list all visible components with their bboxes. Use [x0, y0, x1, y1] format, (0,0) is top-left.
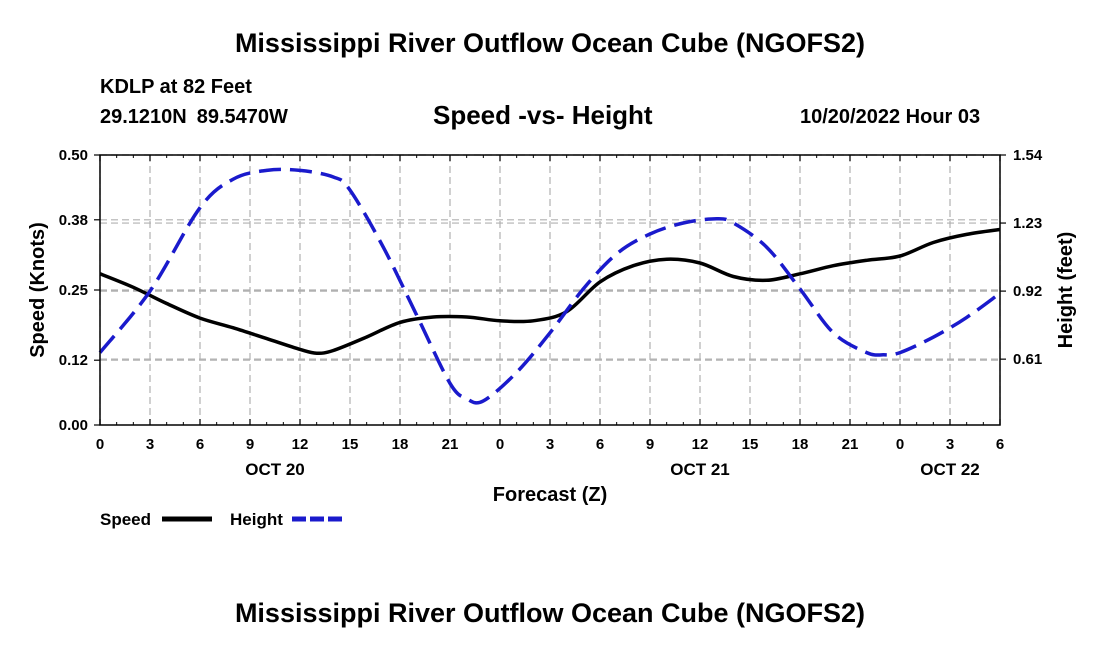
x-tick-label: 6: [596, 436, 604, 453]
legend-speed-label: Speed: [100, 510, 151, 529]
x-axis-label: Forecast (Z): [493, 484, 607, 506]
legend-height-label: Height: [230, 510, 283, 529]
y-tick-label-right: 0.61: [1013, 351, 1042, 368]
footer-title: Mississippi River Outflow Ocean Cube (NG…: [234, 598, 866, 628]
y-tick-label-left: 0.38: [59, 212, 88, 229]
latitude-label: 29.1210N: [100, 106, 187, 128]
chart-main-title: Mississippi River Outflow Ocean Cube (NG…: [234, 28, 866, 58]
y-tick-label-left: 0.25: [59, 282, 88, 299]
x-tick-label: 9: [646, 436, 654, 453]
y-axis-label-left: Speed (Knots): [27, 222, 49, 358]
x-tick-label: 12: [292, 436, 309, 453]
x-tick-label: 6: [196, 436, 204, 453]
x-tick-label: 0: [96, 436, 104, 453]
legend: Speed Height: [100, 510, 342, 529]
longitude-label: 89.5470W: [196, 106, 288, 128]
forecast-datetime: 10/20/2022 Hour 03: [800, 106, 981, 128]
x-tick-label: 0: [896, 436, 904, 453]
x-tick-label: 0: [496, 436, 504, 453]
y-tick-label-right: 1.54: [1013, 147, 1043, 164]
x-tick-label: 15: [742, 436, 759, 453]
chart-subtitle: Speed -vs- Height: [433, 100, 653, 130]
x-tick-label: 21: [842, 436, 859, 453]
x-tick-label: 21: [442, 436, 459, 453]
y-tick-label-left: 0.00: [59, 417, 88, 434]
grid-layer: [99, 154, 1001, 425]
date-label: OCT 22: [920, 460, 980, 479]
x-tick-label: 9: [246, 436, 254, 453]
x-tick-label: 18: [792, 436, 809, 453]
y-tick-label-left: 0.12: [59, 352, 88, 369]
station-label: KDLP at 82 Feet: [100, 76, 252, 98]
x-tick-label: 15: [342, 436, 359, 453]
x-tick-label: 12: [692, 436, 709, 453]
station-coordinates: 29.1210N 89.5470W: [100, 106, 288, 129]
x-tick-label: 3: [546, 436, 554, 453]
y-tick-label-right: 0.92: [1013, 283, 1042, 300]
x-tick-label: 18: [392, 436, 409, 453]
y-tick-label-right: 1.23: [1013, 215, 1042, 232]
x-tick-label: 3: [146, 436, 154, 453]
series-layer: [98, 167, 1002, 405]
series-line-speed: [99, 227, 1001, 356]
date-label: OCT 21: [670, 460, 730, 479]
y-axis-label-right: Height (feet): [1055, 232, 1077, 349]
date-label: OCT 20: [245, 460, 305, 479]
series-line-height: [98, 167, 1002, 405]
x-tick-label: 3: [946, 436, 954, 453]
axis-layer: 0 3 6 9 12 15 18 21 0 3 6 9 12 15 18 21 0 3 6 OCT 20 OCT 21 O…: [59, 147, 1043, 479]
x-tick-label: 6: [996, 436, 1004, 453]
y-tick-label-left: 0.50: [59, 147, 88, 164]
